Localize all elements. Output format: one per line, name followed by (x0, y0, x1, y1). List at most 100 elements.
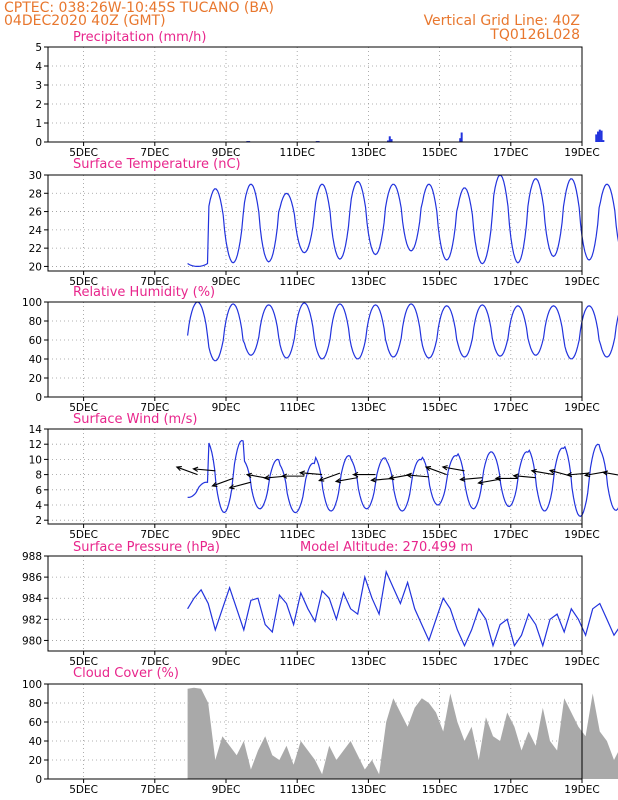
y-tick-label: 80 (29, 698, 42, 710)
precip-bar (598, 129, 601, 142)
temp-series-line (187, 174, 618, 267)
panel-cloud: 0 20 40 60 80 100 5DEC 7DEC 9DEC 11DEC 13DEC 15DEC 1… (22, 666, 618, 796)
panel-temp: 20 22 24 26 28 30 5DEC 7DEC 9DEC 11DEC 13DEC 15DEC 1… (29, 157, 618, 288)
pres-series-line (187, 569, 618, 648)
x-tick-label: 15DEC (422, 402, 457, 414)
y-tick-label: 1 (35, 118, 42, 130)
x-tick-label: 9DEC (212, 656, 241, 668)
x-tick-label: 13DEC (351, 784, 386, 796)
y-tick-label: 20 (29, 755, 42, 767)
precip-bar (390, 139, 393, 142)
precip-bar (459, 138, 462, 142)
panel-title-pres: Surface Pressure (hPa) (73, 540, 220, 555)
header-model: TQ0126L028 (490, 27, 580, 43)
x-tick-label: 7DEC (140, 276, 169, 288)
precip-bar (595, 134, 598, 142)
x-tick-label: 13DEC (351, 276, 386, 288)
y-tick-label: 980 (22, 635, 42, 647)
panel-wind: 2 4 6 8 10 12 14 5DEC 7DEC 9DEC 11DEC 13DEC 15DEC 17D… (29, 412, 618, 541)
wind-arrow (424, 466, 447, 476)
panel-title-precip: Precipitation (mm/h) (73, 30, 206, 45)
x-tick-label: 17DEC (493, 784, 528, 796)
panel-frame (47, 428, 583, 525)
y-tick-label: 20 (29, 373, 42, 385)
x-tick-label: 9DEC (212, 402, 241, 414)
x-tick-label: 19DEC (564, 656, 599, 668)
y-tick-label: 0 (35, 392, 42, 404)
x-tick-label: 15DEC (422, 276, 457, 288)
x-tick-label: 15DEC (422, 529, 457, 541)
x-tick-label: 5DEC (69, 784, 98, 796)
x-tick-label: 13DEC (351, 402, 386, 414)
y-tick-label: 60 (29, 335, 42, 347)
x-tick-label: 9DEC (212, 784, 241, 796)
y-tick-label: 80 (29, 316, 42, 328)
wind-arrow (441, 465, 465, 472)
panel-rh: 0 20 40 60 80 100 5DEC 7DEC 9DEC 11DEC 13DEC 15DEC 1… (22, 285, 618, 414)
x-tick-label: 15DEC (422, 147, 457, 159)
x-tick-label: 19DEC (564, 529, 599, 541)
precip-bar (460, 132, 463, 142)
x-tick-label: 11DEC (279, 656, 314, 668)
y-tick-label: 988 (22, 551, 42, 563)
y-tick-label: 986 (22, 572, 42, 584)
precip-bar (597, 131, 600, 142)
wind-arrow (318, 472, 341, 482)
wind-series-line (187, 439, 618, 517)
x-tick-label: 7DEC (140, 147, 169, 159)
panel-title-wind: Surface Wind (m/s) (73, 412, 197, 427)
panel-frame (47, 174, 583, 272)
x-tick-label: 9DEC (212, 529, 241, 541)
x-tick-label: 13DEC (351, 147, 386, 159)
y-tick-label: 5 (35, 42, 42, 54)
precip-bar (386, 140, 389, 142)
y-tick-label: 2 (35, 99, 42, 111)
y-tick-label: 28 (29, 188, 42, 200)
wind-arrow (601, 470, 618, 476)
y-tick-label: 2 (35, 515, 42, 527)
x-tick-label: 19DEC (564, 276, 599, 288)
x-tick-label: 11DEC (279, 276, 314, 288)
panel-pres: 980 982 984 986 988 5DEC 7DEC 9DEC 11DEC 13DEC 15D… (22, 540, 618, 668)
panel-precip: 0 1 2 3 4 5 5DEC 7DEC 9DEC 11DEC 13DEC 15DEC 17DEC 19… (35, 30, 605, 159)
wind-arrow (334, 477, 358, 484)
x-tick-label: 19DEC (564, 784, 599, 796)
x-tick-label: 17DEC (493, 656, 528, 668)
wind-arrow (228, 481, 252, 490)
x-tick-label: 9DEC (212, 147, 241, 159)
y-tick-label: 10 (29, 454, 42, 466)
header-grid-line: Vertical Grid Line: 40Z (423, 13, 580, 29)
cloud-cover-area (187, 687, 618, 779)
precip-bar (388, 136, 391, 142)
wind-arrow (530, 468, 554, 476)
x-tick-label: 13DEC (351, 656, 386, 668)
x-tick-label: 15DEC (422, 656, 457, 668)
x-tick-label: 11DEC (279, 147, 314, 159)
y-tick-label: 12 (29, 439, 42, 451)
x-tick-label: 19DEC (564, 402, 599, 414)
header-init-time: 04DEC2020 40Z (GMT) (4, 13, 166, 29)
x-tick-label: 7DEC (140, 529, 169, 541)
panel-frame (47, 301, 583, 398)
y-tick-label: 14 (29, 424, 43, 436)
precip-bar (602, 140, 605, 142)
model-altitude-label: Model Altitude: 270.499 m (300, 540, 473, 555)
wind-arrow (352, 471, 376, 478)
x-tick-label: 5DEC (69, 402, 98, 414)
y-tick-label: 22 (29, 243, 42, 255)
x-tick-label: 19DEC (564, 147, 599, 159)
panel-frame (47, 46, 583, 143)
header-station: CPTEC: 038:26W-10:45S TUCANO (BA) (4, 0, 275, 16)
y-tick-label: 60 (29, 717, 42, 729)
y-tick-label: 0 (35, 137, 42, 149)
x-tick-label: 9DEC (212, 276, 241, 288)
y-tick-label: 30 (29, 170, 42, 182)
panel-frame (47, 683, 583, 780)
x-tick-label: 5DEC (69, 147, 98, 159)
wind-arrow (565, 471, 590, 478)
panel-title-rh: Relative Humidity (%) (73, 285, 215, 300)
wind-arrow (477, 478, 501, 485)
panel-title-cloud: Cloud Cover (%) (73, 666, 179, 681)
panel-title-temp: Surface Temperature (nC) (73, 157, 241, 172)
